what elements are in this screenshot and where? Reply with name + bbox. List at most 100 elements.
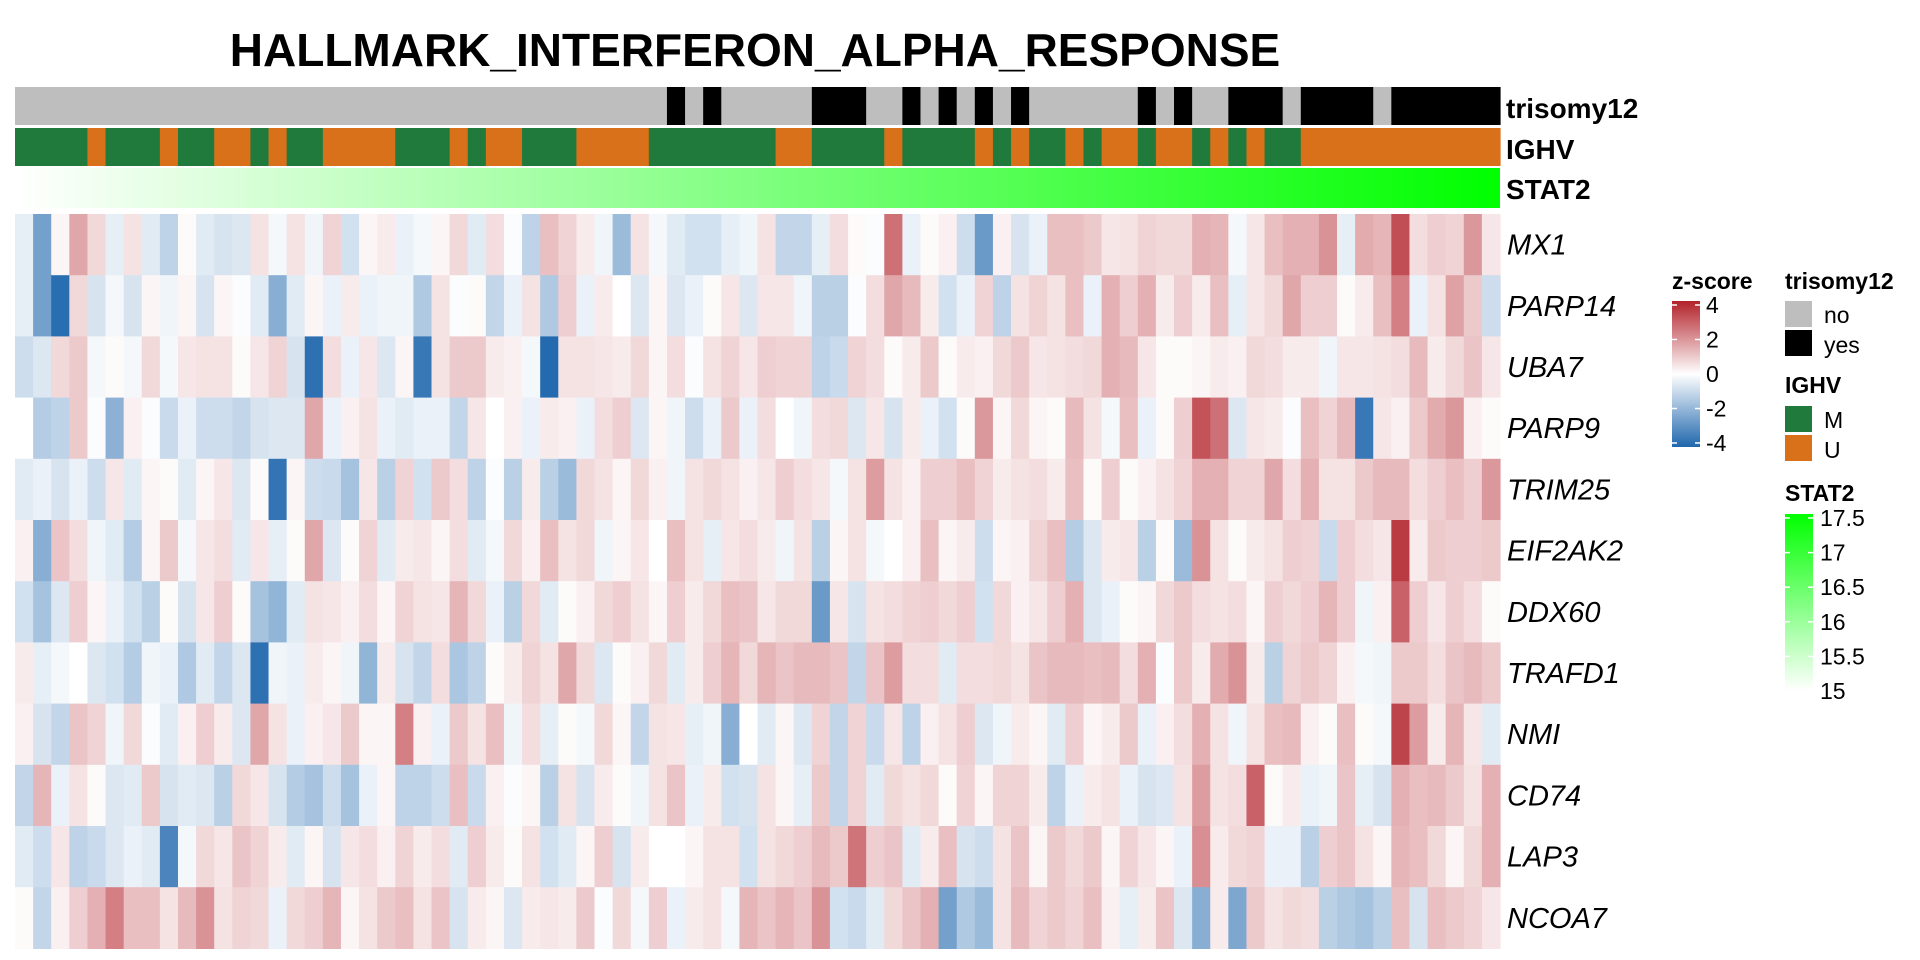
heatmap-cell [1011, 336, 1030, 399]
heatmap-cell [395, 703, 415, 766]
heatmap-cell [105, 826, 125, 888]
legend-zscore: z-score 4 2 0 -2 -4 [1672, 268, 1753, 456]
heatmap-cell [703, 336, 722, 399]
ighv-cell [449, 128, 469, 166]
ighv-cell [1463, 128, 1483, 166]
heatmap-cell [1337, 642, 1356, 705]
heatmap-cell [123, 764, 143, 827]
heatmap-cell [196, 214, 215, 276]
heatmap-cell [703, 520, 722, 582]
heatmap-cell [268, 581, 288, 643]
heatmap-cell [377, 458, 396, 521]
heatmap-cell [558, 458, 577, 521]
heatmap-cell [340, 581, 360, 643]
heatmap-cell [33, 520, 52, 582]
heatmap-cell [214, 520, 233, 582]
heatmap-cell [594, 336, 614, 399]
heatmap-cell [286, 887, 306, 949]
heatmap-cell [1083, 458, 1103, 521]
heatmap-cell [123, 703, 143, 766]
heatmap-cell [340, 520, 360, 582]
heatmap-cell [1228, 275, 1248, 337]
heatmap-cell [630, 458, 650, 521]
heatmap-cell [1011, 887, 1030, 949]
heatmap-cell [286, 520, 306, 582]
heatmap-cell [648, 703, 668, 766]
heatmap-cell [1264, 764, 1284, 827]
heatmap-cell [286, 275, 306, 337]
heatmap-cell [1192, 703, 1211, 766]
heatmap-cell [196, 826, 215, 888]
trisomy12-cell [1047, 87, 1066, 125]
heatmap-cell [1192, 581, 1211, 643]
legend-trisomy12-title: trisomy12 [1785, 268, 1894, 294]
heatmap-cell [666, 336, 686, 399]
heatmap-cell [177, 764, 197, 827]
heatmap-cell [902, 826, 922, 888]
heatmap-cell [594, 703, 614, 766]
heatmap-cell [503, 581, 523, 643]
heatmap-cell [884, 826, 903, 888]
trisomy12-cell [123, 87, 143, 125]
heatmap-cell [1481, 642, 1501, 705]
heatmap-cell [956, 703, 976, 766]
heatmap-cell [1137, 458, 1157, 521]
heatmap-cell [540, 458, 559, 521]
heatmap-cell [1463, 581, 1483, 643]
trisomy12-cell [467, 87, 487, 125]
heatmap-cell [1047, 764, 1066, 827]
heatmap-cell [69, 397, 89, 460]
heatmap-cell [69, 887, 89, 949]
heatmap-cell [1282, 336, 1302, 399]
legend-stat2-title: STAT2 [1785, 480, 1854, 506]
ighv-cell [1137, 128, 1157, 166]
heatmap-cell [666, 764, 686, 827]
heatmap-cell [69, 520, 89, 582]
heatmap-cell [51, 764, 70, 827]
heatmap-cell [576, 581, 596, 643]
heatmap-cell [938, 520, 958, 582]
heatmap-cell [938, 458, 958, 521]
gene-labels: MX1 PARP14 UBA7 PARP9 TRIM25 EIF2AK2 DDX60 TRAF… [1507, 230, 1623, 935]
heatmap-cell [884, 336, 903, 399]
heatmap-cell [159, 336, 179, 399]
heatmap-cell [666, 458, 686, 521]
heatmap-cell [721, 642, 740, 705]
heatmap-cell [141, 520, 161, 582]
heatmap-cell [1119, 887, 1139, 949]
heatmap-cell [721, 458, 740, 521]
heatmap-cell [1137, 826, 1157, 888]
heatmap-cell [938, 887, 958, 949]
trisomy12-cell [1192, 87, 1211, 125]
heatmap-cell [811, 581, 831, 643]
heatmap-cell [449, 397, 469, 460]
heatmap-cell [866, 520, 885, 582]
heatmap-cell [87, 336, 107, 399]
heatmap-cell [1264, 397, 1284, 460]
trisomy12-cell [938, 87, 958, 125]
heatmap-cell [87, 826, 107, 888]
heatmap-cell [956, 458, 976, 521]
heatmap-cell [359, 275, 378, 337]
heatmap-cell [1029, 458, 1048, 521]
heatmap-cell [196, 275, 215, 337]
heatmap-cell [902, 703, 922, 766]
heatmap-cell [1337, 887, 1356, 949]
heatmap-cell [1445, 214, 1465, 276]
ighv-cell [594, 128, 614, 166]
heatmap-cell [848, 458, 867, 521]
heatmap-cell [703, 642, 722, 705]
heatmap-cell [1318, 214, 1338, 276]
trisomy12-cell [1481, 87, 1501, 125]
trisomy12-cell [304, 87, 324, 125]
heatmap-cell [775, 887, 795, 949]
heatmap-cell [739, 703, 759, 766]
heatmap-cell [866, 826, 885, 888]
heatmap-cell [992, 764, 1012, 827]
heatmap-cell [33, 397, 52, 460]
heatmap-cell [15, 275, 34, 337]
heatmap-cell [848, 275, 867, 337]
heatmap-cell [992, 520, 1012, 582]
heatmap-cell [1409, 826, 1429, 888]
heatmap-cell [232, 520, 252, 582]
